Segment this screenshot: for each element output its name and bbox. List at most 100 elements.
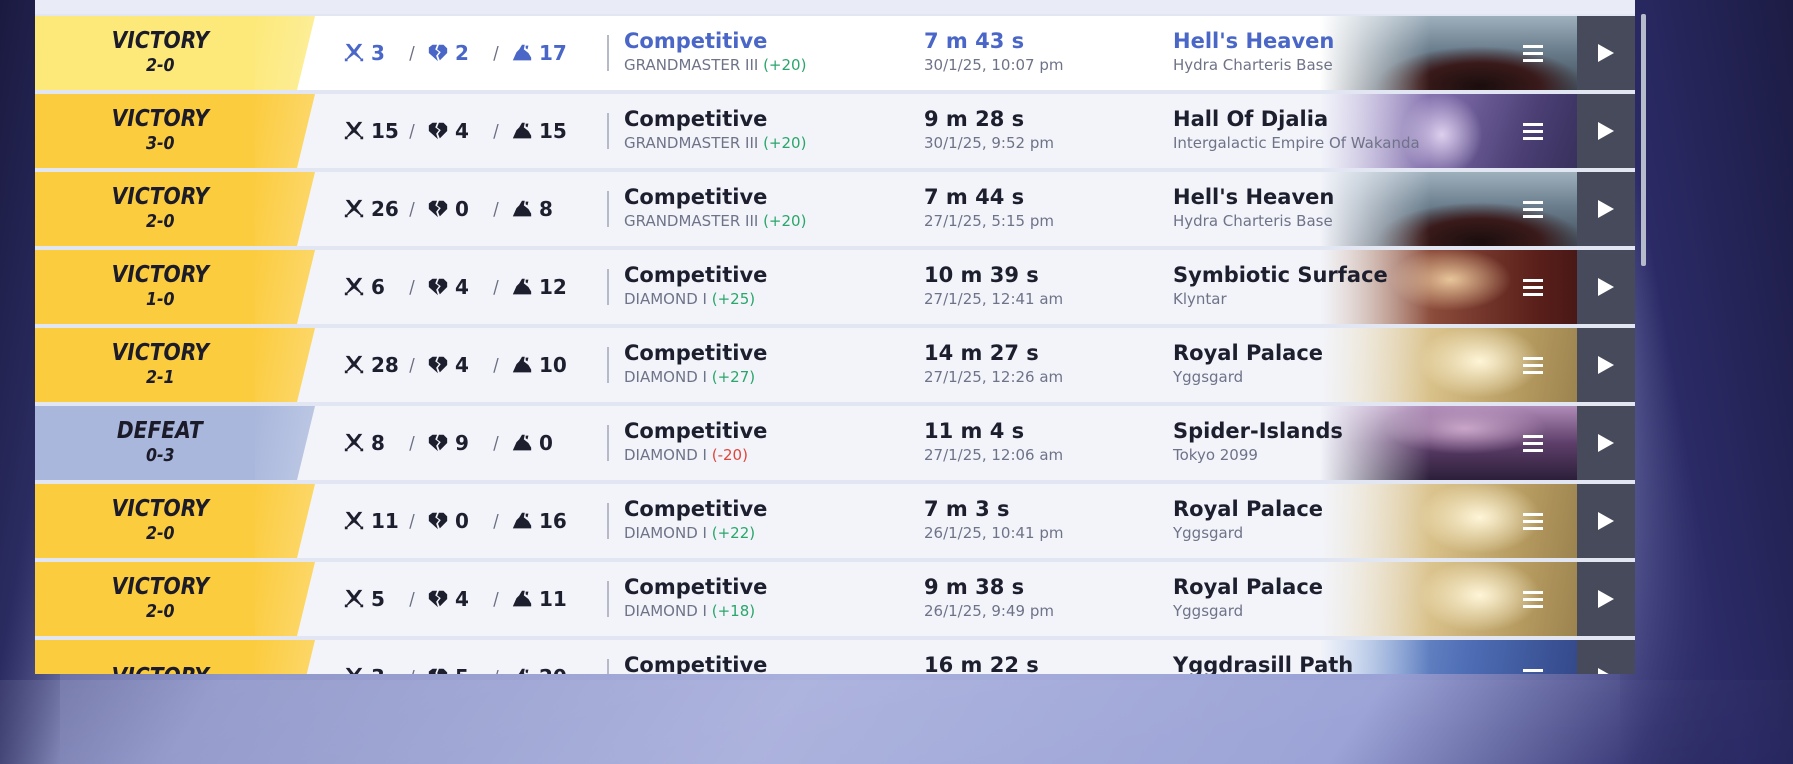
kills-stat: 15: [343, 119, 403, 143]
assists-stat: 15: [511, 119, 571, 143]
stat-separator: /: [409, 588, 415, 610]
broken-heart-icon: [428, 278, 448, 296]
map-region: Hydra Charteris Base: [1173, 56, 1333, 74]
deaths-value: 2: [455, 41, 469, 65]
match-score: 2-0: [145, 601, 175, 622]
stat-separator: /: [493, 120, 499, 142]
hamburger-menu-icon[interactable]: [1517, 349, 1549, 381]
match-date: 27/1/25, 5:15 pm: [924, 212, 1054, 230]
replay-play-button[interactable]: [1577, 562, 1635, 636]
kills-stat: 5: [343, 587, 403, 611]
broken-heart-icon: [428, 122, 448, 140]
game-mode: Competitive DIAMOND I (-20): [624, 417, 767, 465]
rank-name: DIAMOND I: [624, 446, 707, 464]
replay-play-button[interactable]: [1577, 94, 1635, 168]
hamburger-menu-icon[interactable]: [1517, 271, 1549, 303]
deaths-stat: 4: [427, 587, 487, 611]
match-row[interactable]: VICTORY 2-0 11 / 0 / 16: [35, 484, 1635, 558]
map-name: Hall Of Djalia: [1173, 107, 1329, 131]
match-stats: 15 / 4 / 15: [343, 94, 571, 168]
match-row[interactable]: VICTORY 3 / 5 / 20: [35, 640, 1635, 674]
map-name: Hell's Heaven: [1173, 29, 1335, 53]
replay-play-button[interactable]: [1577, 328, 1635, 402]
replay-play-button[interactable]: [1577, 172, 1635, 246]
rank-delta: (+20): [763, 212, 807, 230]
map-region: Hydra Charteris Base: [1173, 212, 1333, 230]
hamburger-menu-icon[interactable]: [1517, 193, 1549, 225]
rank-delta: (+20): [763, 134, 807, 152]
stat-separator: /: [493, 276, 499, 298]
map-thumbnail: [1320, 640, 1610, 674]
match-row[interactable]: VICTORY 3-0 15 / 4 / 15: [35, 94, 1635, 168]
column-divider: [607, 113, 609, 149]
deaths-value: 5: [455, 665, 469, 674]
play-icon: [1598, 200, 1614, 218]
match-row[interactable]: VICTORY 2-0 5 / 4 / 11: [35, 562, 1635, 636]
helping-hand-icon: [512, 200, 532, 217]
hamburger-menu-icon[interactable]: [1517, 661, 1549, 674]
match-history-list[interactable]: VICTORY 2-0 3 / 2 / 17: [35, 0, 1635, 674]
rank-delta: (+18): [711, 602, 756, 620]
match-score: 0-3: [145, 445, 175, 466]
game-mode-name: Competitive: [624, 575, 768, 599]
match-result-label: VICTORY: [111, 664, 208, 674]
rank-name: DIAMOND I: [624, 290, 707, 308]
map-name: Yggdrasill Path: [1173, 653, 1354, 674]
match-result-label: VICTORY: [111, 28, 209, 54]
rank-name: GRANDMASTER III: [624, 56, 759, 74]
deaths-stat: 0: [427, 197, 487, 221]
replay-play-button[interactable]: [1577, 640, 1635, 674]
kills-value: 28: [371, 353, 399, 377]
deaths-stat: 4: [427, 275, 487, 299]
replay-play-button[interactable]: [1577, 250, 1635, 324]
match-stats: 8 / 9 / 0: [343, 406, 571, 480]
crossed-swords-icon: [344, 43, 364, 62]
hamburger-menu-icon[interactable]: [1517, 583, 1549, 615]
deaths-stat: 2: [427, 41, 487, 65]
rank-info: GRANDMASTER III (+20): [624, 133, 806, 153]
map-thumbnail: [1320, 328, 1610, 402]
hamburger-menu-icon[interactable]: [1517, 115, 1549, 147]
match-stats: 3 / 5 / 20: [343, 640, 571, 674]
match-duration: 9 m 28 s: [924, 107, 1025, 131]
background-bottom-facet: [0, 680, 1793, 764]
rank-delta: (-20): [711, 446, 748, 464]
game-mode-name: Competitive: [624, 341, 768, 365]
helping-hand-icon: [512, 512, 532, 529]
hamburger-menu-icon[interactable]: [1517, 427, 1549, 459]
hamburger-menu-icon[interactable]: [1517, 37, 1549, 69]
assists-value: 0: [539, 431, 553, 455]
replay-play-button[interactable]: [1577, 16, 1635, 90]
match-row[interactable]: VICTORY 2-1 28 / 4 / 10: [35, 328, 1635, 402]
column-divider: [607, 269, 609, 305]
kills-stat: 6: [343, 275, 403, 299]
hamburger-menu-icon[interactable]: [1517, 505, 1549, 537]
assists-value: 17: [539, 41, 567, 65]
scrollbar-thumb[interactable]: [1641, 14, 1646, 266]
column-divider: [607, 581, 609, 617]
column-divider: [607, 191, 609, 227]
match-date: 30/1/25, 9:52 pm: [924, 134, 1054, 152]
assists-value: 11: [539, 587, 567, 611]
match-row[interactable]: VICTORY 1-0 6 / 4 / 12: [35, 250, 1635, 324]
match-time: 7 m 44 s 27/1/25, 5:15 pm: [924, 183, 1054, 231]
map-name: Royal Palace: [1173, 575, 1324, 599]
broken-heart-icon: [428, 356, 448, 374]
match-row[interactable]: VICTORY 2-0 26 / 0 / 8: [35, 172, 1635, 246]
replay-play-button[interactable]: [1577, 406, 1635, 480]
crossed-swords-icon: [344, 121, 364, 140]
match-row[interactable]: DEFEAT 0-3 8 / 9 / 0: [35, 406, 1635, 480]
match-date: 27/1/25, 12:26 am: [924, 368, 1064, 386]
replay-play-button[interactable]: [1577, 484, 1635, 558]
broken-heart-icon: [428, 200, 448, 218]
map-thumbnail: [1320, 562, 1610, 636]
kills-value: 8: [371, 431, 385, 455]
map-thumbnail: [1320, 16, 1610, 90]
match-stats: 28 / 4 / 10: [343, 328, 571, 402]
kills-value: 3: [371, 665, 385, 674]
match-row[interactable]: VICTORY 2-0 3 / 2 / 17: [35, 16, 1635, 90]
stat-separator: /: [493, 42, 499, 64]
kills-value: 6: [371, 275, 385, 299]
map-thumbnail: [1320, 406, 1610, 480]
crossed-swords-icon: [344, 511, 364, 530]
